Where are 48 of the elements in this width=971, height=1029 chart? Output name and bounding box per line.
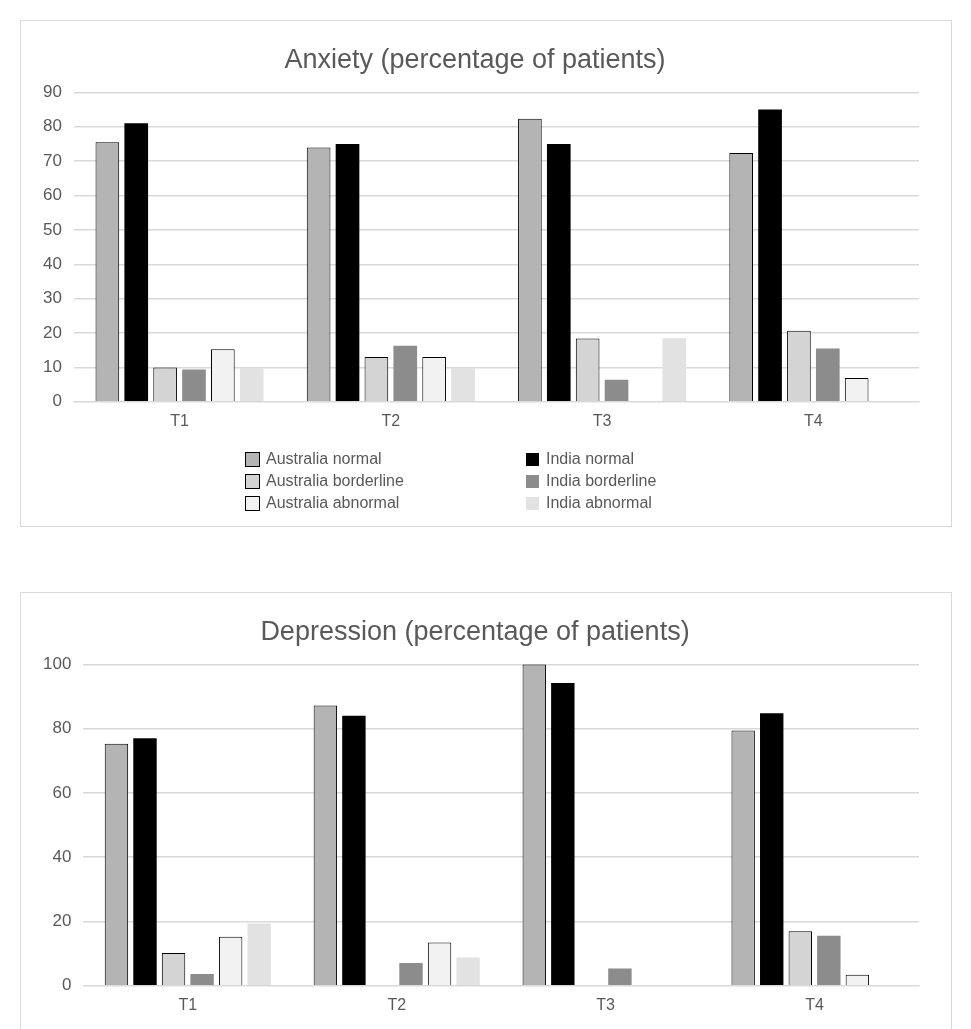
bar xyxy=(393,345,418,402)
bar xyxy=(399,962,423,986)
legend-label: Australia normal xyxy=(266,450,382,468)
bar xyxy=(608,968,632,986)
x-tick-label: T3 xyxy=(596,995,616,1013)
bar xyxy=(546,143,571,402)
bar xyxy=(342,715,366,986)
legend-label: Australia borderline xyxy=(266,472,404,490)
x-tick-label: T2 xyxy=(381,411,401,429)
y-tick-label: 60 xyxy=(42,185,62,205)
legend-label: India normal xyxy=(546,450,635,468)
legend-label: India borderline xyxy=(546,472,657,490)
y-tick-label: 10 xyxy=(42,357,62,377)
y-tick-label: 40 xyxy=(52,846,72,866)
legend-label: India abnormal xyxy=(546,494,652,512)
y-tick-label: 30 xyxy=(42,288,62,308)
bar xyxy=(190,973,214,986)
x-tick-label: T4 xyxy=(804,411,823,429)
bar xyxy=(604,379,629,402)
x-tick-label: T3 xyxy=(592,411,612,429)
y-tick-label: 80 xyxy=(52,718,72,738)
y-tick-label: 100 xyxy=(42,654,72,674)
bar xyxy=(335,143,360,402)
y-tick-label: 0 xyxy=(52,391,62,411)
y-tick-label: 60 xyxy=(52,782,72,802)
x-tick-label: T4 xyxy=(805,995,824,1013)
x-tick-label: T1 xyxy=(178,995,198,1013)
y-tick-label: 80 xyxy=(42,116,62,136)
bar xyxy=(760,713,784,986)
bar xyxy=(815,348,840,402)
bar xyxy=(133,738,157,986)
chart-title: Anxiety (percentage of patients) xyxy=(284,43,666,74)
bar xyxy=(758,109,782,402)
x-tick-label: T1 xyxy=(170,411,189,429)
bar xyxy=(182,369,206,402)
bar xyxy=(551,683,575,986)
y-tick-label: 20 xyxy=(42,322,62,342)
y-tick-label: 20 xyxy=(52,911,72,931)
legend-label: Australia abnormal xyxy=(266,494,400,512)
y-tick-label: 0 xyxy=(61,975,72,995)
bar xyxy=(817,935,841,986)
chart-title: Depression (percentage of patients) xyxy=(260,615,690,646)
y-tick-label: 40 xyxy=(42,253,62,273)
y-tick-label: 70 xyxy=(42,150,62,170)
y-tick-label: 50 xyxy=(42,219,62,239)
y-tick-label: 90 xyxy=(42,82,62,102)
x-tick-label: T2 xyxy=(387,995,407,1013)
bar xyxy=(124,123,149,402)
